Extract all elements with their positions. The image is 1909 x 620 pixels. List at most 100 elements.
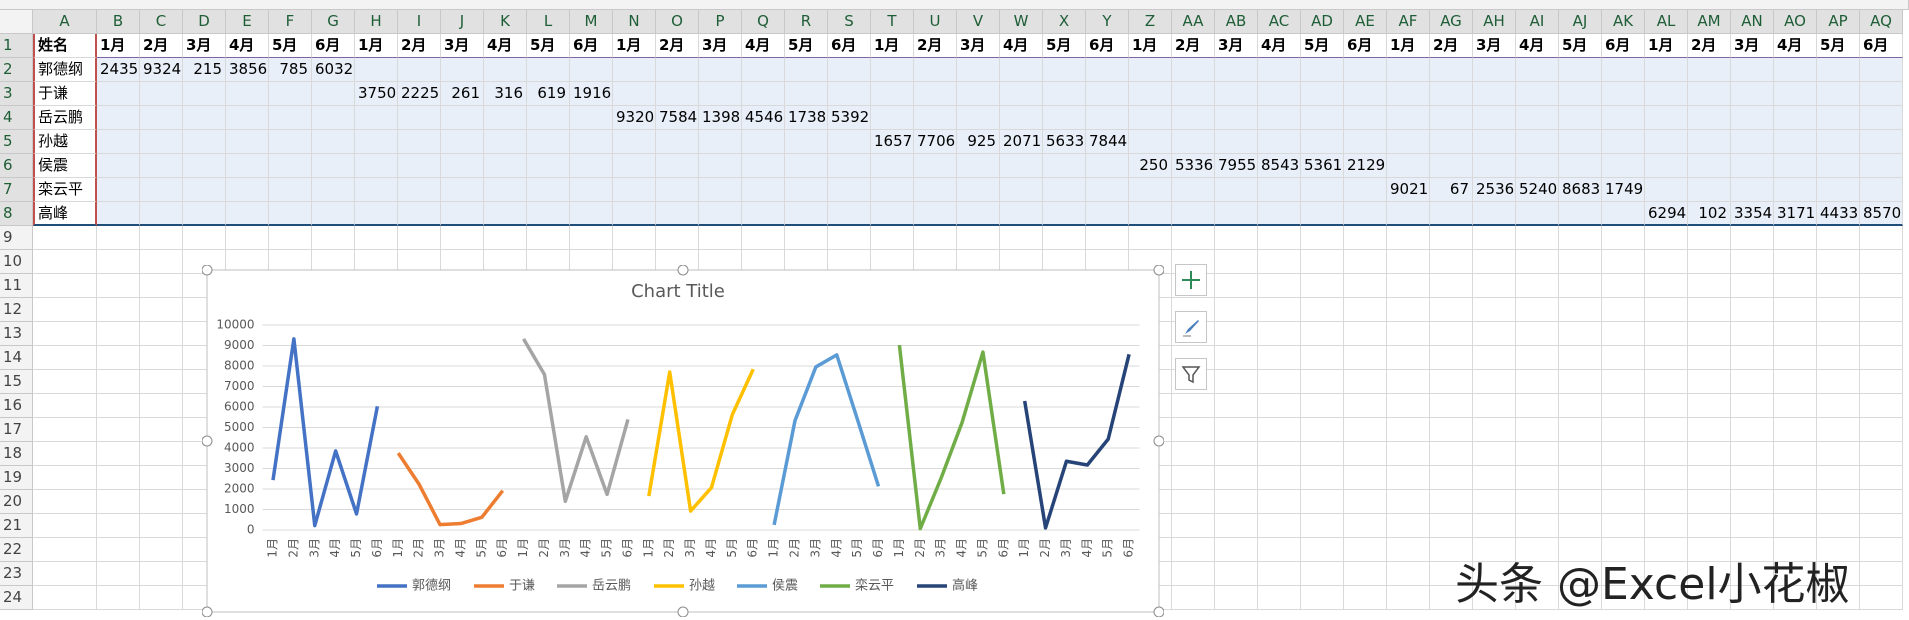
- cell[interactable]: [183, 178, 226, 202]
- cell[interactable]: [1688, 250, 1731, 274]
- cell[interactable]: 5月: [785, 34, 828, 58]
- cell[interactable]: [1774, 106, 1817, 130]
- cell[interactable]: [398, 178, 441, 202]
- cell[interactable]: 4月: [1516, 34, 1559, 58]
- cell[interactable]: [1688, 346, 1731, 370]
- cell[interactable]: [1860, 154, 1903, 178]
- cell[interactable]: 3月: [1215, 34, 1258, 58]
- cell[interactable]: [1086, 106, 1129, 130]
- cell[interactable]: [1645, 178, 1688, 202]
- cell[interactable]: 于谦: [33, 82, 97, 106]
- column-header[interactable]: AA: [1172, 10, 1215, 34]
- cell[interactable]: [1344, 58, 1387, 82]
- cell[interactable]: [1430, 418, 1473, 442]
- cell[interactable]: [1129, 202, 1172, 226]
- cell[interactable]: [1817, 82, 1860, 106]
- cell[interactable]: [1473, 298, 1516, 322]
- cell[interactable]: [1086, 58, 1129, 82]
- column-header[interactable]: R: [785, 10, 828, 34]
- cell[interactable]: [1731, 418, 1774, 442]
- cell[interactable]: [269, 154, 312, 178]
- cell[interactable]: [785, 226, 828, 250]
- cell[interactable]: [1473, 442, 1516, 466]
- cell[interactable]: [1473, 274, 1516, 298]
- cell[interactable]: 3750: [355, 82, 398, 106]
- cell[interactable]: [1258, 346, 1301, 370]
- column-header[interactable]: AG: [1430, 10, 1473, 34]
- cell[interactable]: [1817, 370, 1860, 394]
- cell[interactable]: [1559, 346, 1602, 370]
- cell[interactable]: [699, 154, 742, 178]
- cell[interactable]: [1645, 82, 1688, 106]
- cell[interactable]: 3月: [957, 34, 1000, 58]
- cell[interactable]: [1688, 514, 1731, 538]
- cell[interactable]: [1129, 58, 1172, 82]
- cell[interactable]: [656, 178, 699, 202]
- cell[interactable]: [1473, 322, 1516, 346]
- cell[interactable]: 2536: [1473, 178, 1516, 202]
- cell[interactable]: [1043, 82, 1086, 106]
- column-header[interactable]: AH: [1473, 10, 1516, 34]
- cell[interactable]: 1月: [97, 34, 140, 58]
- cell[interactable]: 3月: [441, 34, 484, 58]
- cell[interactable]: [1688, 274, 1731, 298]
- column-header[interactable]: AI: [1516, 10, 1559, 34]
- cell[interactable]: [1645, 490, 1688, 514]
- cell[interactable]: [97, 274, 140, 298]
- cell[interactable]: [914, 82, 957, 106]
- cell[interactable]: [1860, 514, 1903, 538]
- cell[interactable]: [1430, 58, 1473, 82]
- cell[interactable]: [1301, 226, 1344, 250]
- cell[interactable]: [1000, 202, 1043, 226]
- cell[interactable]: [226, 82, 269, 106]
- chart[interactable]: Chart Title 0 1000 2000 3000 4000 5000 6000 700…: [202, 265, 1164, 617]
- column-header[interactable]: AJ: [1559, 10, 1602, 34]
- cell[interactable]: [1172, 490, 1215, 514]
- cell[interactable]: [312, 226, 355, 250]
- cell[interactable]: [97, 418, 140, 442]
- cell[interactable]: [1602, 346, 1645, 370]
- cell[interactable]: [1860, 538, 1903, 562]
- cell[interactable]: [1774, 178, 1817, 202]
- cell[interactable]: [441, 58, 484, 82]
- cell[interactable]: 261: [441, 82, 484, 106]
- cell[interactable]: [140, 130, 183, 154]
- cell[interactable]: [1688, 58, 1731, 82]
- cell[interactable]: [183, 226, 226, 250]
- cell[interactable]: [1258, 58, 1301, 82]
- cell[interactable]: [1602, 418, 1645, 442]
- cell[interactable]: [140, 442, 183, 466]
- cell[interactable]: [699, 58, 742, 82]
- cell[interactable]: [33, 586, 97, 610]
- cell[interactable]: [97, 466, 140, 490]
- cell[interactable]: [441, 130, 484, 154]
- cell[interactable]: [1344, 202, 1387, 226]
- cell[interactable]: 1738: [785, 106, 828, 130]
- cell[interactable]: [1301, 370, 1344, 394]
- column-header[interactable]: AN: [1731, 10, 1774, 34]
- cell[interactable]: [1559, 370, 1602, 394]
- cell[interactable]: [1000, 58, 1043, 82]
- cell[interactable]: 2435: [97, 58, 140, 82]
- cell[interactable]: [1258, 202, 1301, 226]
- cell[interactable]: [1731, 346, 1774, 370]
- cell[interactable]: [1516, 226, 1559, 250]
- cell[interactable]: [1258, 418, 1301, 442]
- cell[interactable]: [1215, 370, 1258, 394]
- cell[interactable]: 316: [484, 82, 527, 106]
- cell[interactable]: [1774, 322, 1817, 346]
- cell[interactable]: [1602, 322, 1645, 346]
- cell[interactable]: [1258, 82, 1301, 106]
- cell[interactable]: [527, 202, 570, 226]
- cell[interactable]: [398, 58, 441, 82]
- cell[interactable]: [1731, 226, 1774, 250]
- cell[interactable]: [1473, 346, 1516, 370]
- row-header[interactable]: 6: [0, 154, 33, 178]
- cell[interactable]: 3月: [1473, 34, 1516, 58]
- cell[interactable]: [1516, 82, 1559, 106]
- resize-handle[interactable]: [677, 606, 689, 617]
- cell[interactable]: [1430, 226, 1473, 250]
- cell[interactable]: [871, 178, 914, 202]
- cell[interactable]: [1860, 58, 1903, 82]
- cell[interactable]: [140, 562, 183, 586]
